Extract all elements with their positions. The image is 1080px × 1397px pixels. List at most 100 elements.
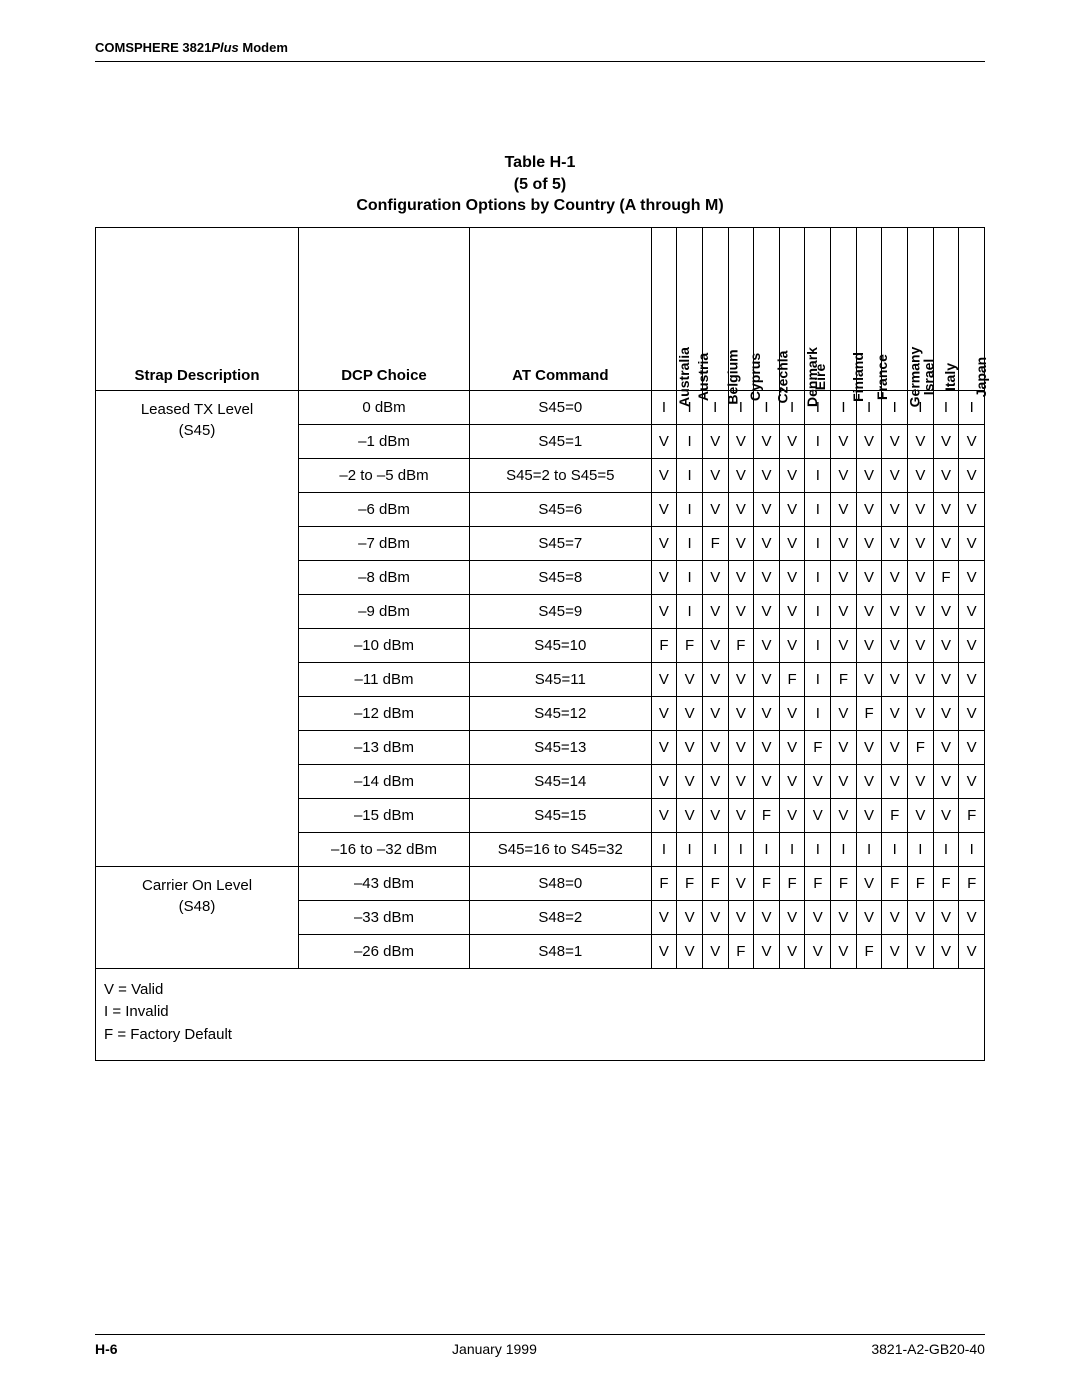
value-cell: V (856, 424, 882, 458)
at-command-cell: S45=14 (469, 764, 651, 798)
value-cell: F (856, 696, 882, 730)
value-cell: V (933, 934, 959, 968)
value-cell: I (805, 424, 831, 458)
value-cell: V (702, 458, 728, 492)
page-footer: H-6 January 1999 3821-A2-GB20-40 (95, 1334, 985, 1357)
value-cell: V (754, 934, 780, 968)
value-cell: F (702, 866, 728, 900)
value-cell: V (702, 764, 728, 798)
value-cell: V (754, 560, 780, 594)
value-cell: F (805, 866, 831, 900)
value-cell: V (651, 900, 677, 934)
value-cell: I (677, 458, 703, 492)
value-cell: V (959, 560, 985, 594)
value-cell: V (728, 866, 754, 900)
value-cell: V (882, 696, 908, 730)
value-cell: V (677, 900, 703, 934)
value-cell: I (805, 832, 831, 866)
at-command-cell: S48=1 (469, 934, 651, 968)
value-cell: V (908, 526, 934, 560)
at-command-cell: S45=2 to S45=5 (469, 458, 651, 492)
value-cell: V (651, 492, 677, 526)
value-cell: V (933, 526, 959, 560)
value-cell: V (831, 934, 857, 968)
value-cell: V (882, 934, 908, 968)
value-cell: V (882, 492, 908, 526)
dcp-choice-cell: –10 dBm (299, 628, 470, 662)
table-caption: Table H-1 (5 of 5) Configuration Options… (95, 152, 985, 217)
value-cell: V (831, 900, 857, 934)
value-cell: F (728, 934, 754, 968)
value-cell: F (831, 662, 857, 696)
value-cell: V (933, 492, 959, 526)
value-cell: V (959, 934, 985, 968)
value-cell: V (754, 458, 780, 492)
value-cell: F (677, 628, 703, 662)
value-cell: V (882, 560, 908, 594)
value-cell: V (779, 696, 805, 730)
value-cell: V (651, 730, 677, 764)
at-command-cell: S45=10 (469, 628, 651, 662)
value-cell: I (908, 832, 934, 866)
strap-description-cell: Leased TX Level(S45) (96, 390, 299, 866)
at-command-cell: S45=11 (469, 662, 651, 696)
header-prefix: COMSPHERE 3821 (95, 40, 211, 55)
value-cell: V (831, 560, 857, 594)
value-cell: I (677, 832, 703, 866)
dcp-choice-cell: –2 to –5 dBm (299, 458, 470, 492)
at-command-cell: S45=9 (469, 594, 651, 628)
legend-valid: V = Valid (104, 979, 976, 1002)
dcp-choice-cell: –1 dBm (299, 424, 470, 458)
value-cell: V (805, 798, 831, 832)
col-country: Japan (959, 227, 985, 390)
value-cell: V (805, 900, 831, 934)
dcp-choice-cell: –13 dBm (299, 730, 470, 764)
at-command-cell: S48=0 (469, 866, 651, 900)
value-cell: I (805, 458, 831, 492)
value-cell: F (959, 798, 985, 832)
value-cell: I (779, 832, 805, 866)
dcp-choice-cell: –7 dBm (299, 526, 470, 560)
col-country: Italy (933, 227, 959, 390)
value-cell: I (754, 832, 780, 866)
value-cell: V (856, 560, 882, 594)
strap-line1: Leased TX Level (102, 399, 292, 420)
value-cell: V (856, 764, 882, 798)
value-cell: V (779, 492, 805, 526)
value-cell: V (882, 424, 908, 458)
value-cell: V (702, 798, 728, 832)
value-cell: F (933, 866, 959, 900)
value-cell: V (702, 560, 728, 594)
value-cell: F (831, 866, 857, 900)
value-cell: V (933, 730, 959, 764)
value-cell: F (702, 526, 728, 560)
dcp-choice-cell: –33 dBm (299, 900, 470, 934)
value-cell: V (651, 594, 677, 628)
value-cell: V (908, 696, 934, 730)
value-cell: V (805, 934, 831, 968)
value-cell: V (728, 798, 754, 832)
value-cell: V (856, 662, 882, 696)
value-cell: F (677, 866, 703, 900)
value-cell: V (779, 730, 805, 764)
value-cell: I (651, 390, 677, 424)
value-cell: F (754, 866, 780, 900)
value-cell: V (728, 560, 754, 594)
value-cell: V (779, 560, 805, 594)
table-row: Carrier On Level(S48)–43 dBmS48=0FFFVFFF… (96, 866, 985, 900)
value-cell: V (959, 764, 985, 798)
at-command-cell: S45=7 (469, 526, 651, 560)
value-cell: V (933, 900, 959, 934)
value-cell: V (831, 526, 857, 560)
value-cell: V (728, 662, 754, 696)
value-cell: V (754, 526, 780, 560)
value-cell: V (754, 594, 780, 628)
value-cell: V (856, 492, 882, 526)
value-cell: V (908, 492, 934, 526)
at-command-cell: S48=2 (469, 900, 651, 934)
value-cell: V (677, 696, 703, 730)
config-table: Strap Description DCP Choice AT Command … (95, 227, 985, 1062)
value-cell: V (959, 628, 985, 662)
col-dcp-choice: DCP Choice (299, 227, 470, 390)
strap-line2: (S48) (102, 896, 292, 917)
